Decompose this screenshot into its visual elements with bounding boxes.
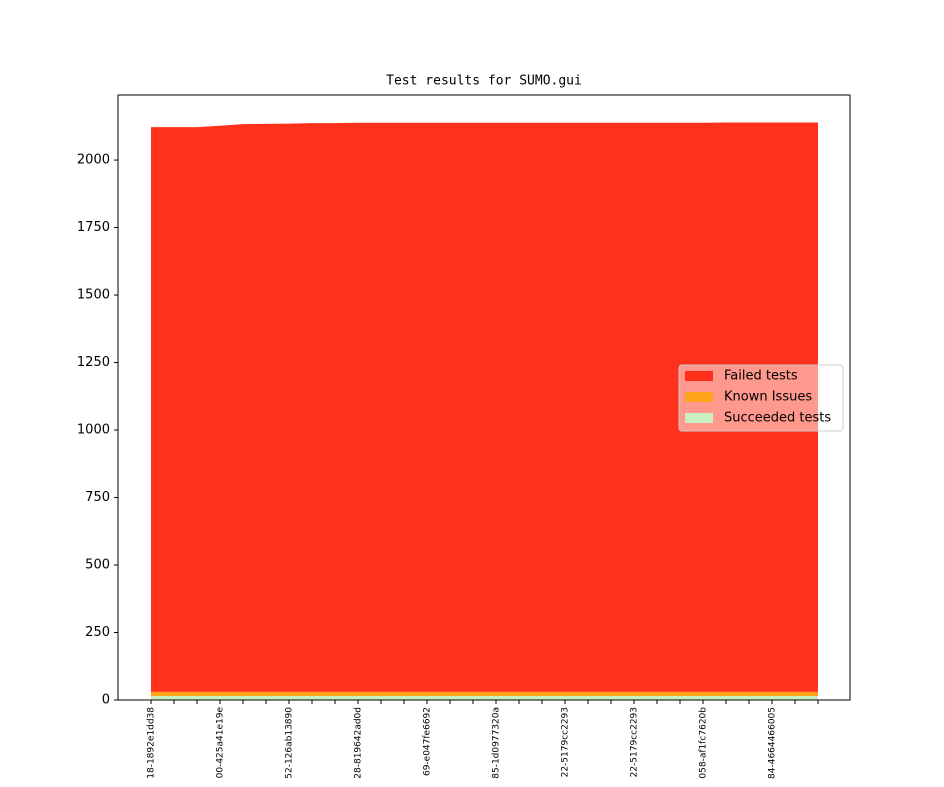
x-tick-label: 22-5179cc2293 [630,707,640,777]
x-tick-label: 00-425a41e19e [216,707,226,779]
legend-swatch [685,392,713,402]
x-tick-label: 22-5179cc2293 [561,707,571,777]
y-tick-label: 1750 [77,220,110,235]
x-tick-label: 69-e047fe6692 [423,707,433,776]
legend-box [678,364,844,432]
y-tick-label: 1250 [77,355,110,370]
y-tick-label: 250 [85,625,110,640]
area [151,691,818,696]
legend-swatch [685,413,713,423]
x-tick-label: 84-4664466005 [768,707,778,779]
x-tick-label: 058-af1fc7620b [699,707,709,779]
legend-label: Known Issues [724,390,812,405]
x-tick-label: 85-1d0977320a [492,707,502,779]
legend-label: Succeeded tests [724,411,831,426]
plot-frame [117,94,851,701]
area [151,695,818,700]
x-tick-label: 28-819642ad0d [354,707,364,779]
y-tick-label: 1000 [77,423,110,438]
chart-title: Test results for SUMO.gui [386,74,582,89]
y-tick-label: 0 [102,693,110,708]
x-tick-label: 52-126ab13890 [285,707,295,779]
legend-label: Failed tests [724,369,798,384]
y-tick-label: 1500 [77,288,110,303]
y-tick-label: 2000 [77,153,110,168]
x-tick-label: 18-1892e1dd38 [147,707,157,779]
y-tick-label: 500 [85,558,110,573]
legend-swatch [685,371,713,381]
area [151,122,818,692]
y-tick-label: 750 [85,490,110,505]
